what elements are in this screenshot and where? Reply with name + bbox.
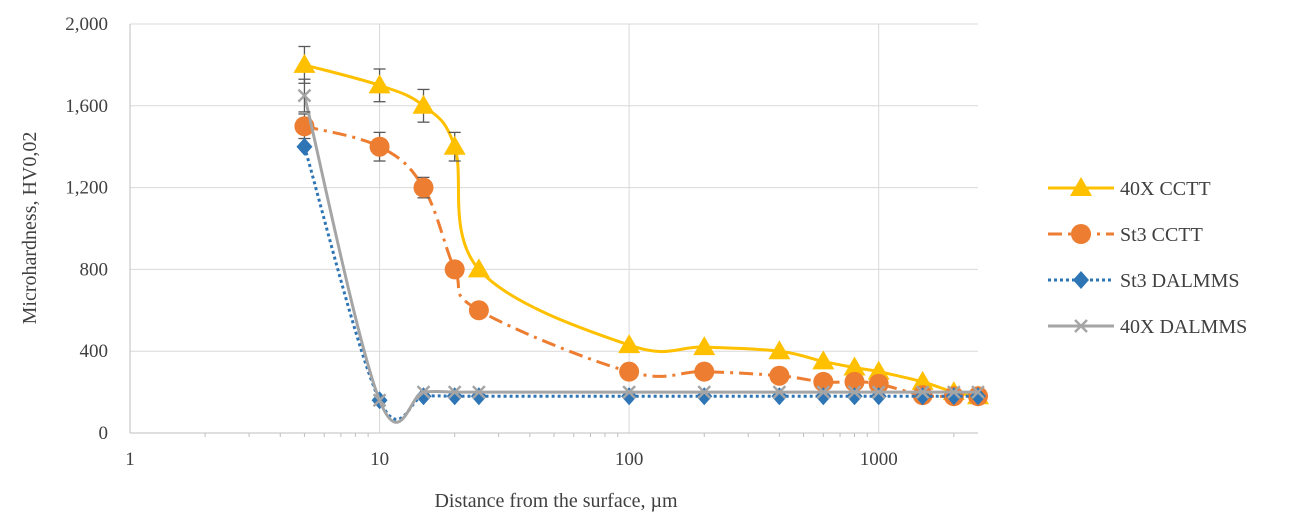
y-tick-label: 1,600 — [65, 96, 108, 117]
legend-label: St3 DALMMS — [1120, 270, 1239, 292]
y-axis-title: Microhardness, HV0,02 — [19, 132, 41, 325]
tick-labels: 0 400 800 1,200 1,600 2,000 1 10 100 1000 — [65, 14, 897, 470]
data-point — [372, 393, 387, 408]
y-tick-label: 2,000 — [65, 14, 108, 35]
data-point — [413, 177, 434, 198]
x-tick-label: 1 — [125, 449, 135, 470]
y-tick-label: 1,200 — [65, 178, 108, 199]
data-point — [694, 361, 715, 382]
x-marker-stroke — [915, 385, 930, 399]
x-marker-stroke — [816, 385, 831, 399]
legend-marker — [1070, 177, 1092, 196]
series-40x-cctt — [293, 45, 989, 405]
x-tick-label: 10 — [370, 449, 389, 470]
data-point — [843, 356, 866, 376]
data-point — [471, 385, 486, 399]
x-marker-stroke — [471, 385, 486, 399]
legend-item: St3 DALMMS — [1048, 270, 1239, 292]
data-point — [946, 385, 961, 399]
series-line — [304, 63, 979, 398]
legend-item: 40X DALMMS — [1048, 316, 1247, 338]
data-point — [772, 385, 787, 399]
x-marker-stroke — [372, 393, 387, 408]
data-point — [768, 340, 791, 360]
y-tick-label: 0 — [99, 423, 109, 444]
data-point — [618, 334, 641, 354]
x-marker-stroke — [697, 385, 712, 399]
series-40x-dalmms — [297, 78, 985, 424]
x-marker-stroke — [447, 385, 462, 399]
data-point — [296, 137, 313, 156]
legend-item: 40X CCTT — [1048, 177, 1211, 200]
x-axis-title: Distance from the surface, µm — [434, 490, 678, 512]
data-point — [911, 370, 934, 390]
legend-item: St3 CCTT — [1048, 224, 1203, 246]
data-point — [368, 74, 391, 94]
data-point — [816, 385, 831, 399]
data-point — [868, 373, 889, 394]
x-marker-stroke — [871, 385, 886, 399]
x-marker-stroke — [416, 385, 431, 399]
data-point — [971, 385, 985, 399]
x-marker-stroke — [847, 385, 862, 399]
x-marker-stroke — [297, 88, 312, 103]
data-point — [444, 259, 465, 280]
data-point — [369, 136, 390, 157]
data-point — [812, 350, 835, 370]
legend-marker — [1074, 319, 1088, 333]
data-point — [447, 385, 462, 399]
x-tick-label: 1000 — [860, 449, 898, 470]
data-point — [412, 94, 435, 114]
series-st3-cctt — [294, 113, 988, 407]
series-layer — [293, 45, 989, 424]
data-point — [697, 385, 712, 399]
legend-label: 40X CCTT — [1120, 178, 1211, 200]
data-point — [416, 385, 431, 399]
series-line — [302, 146, 978, 421]
y-tick-label: 800 — [80, 259, 109, 280]
x-marker-stroke — [1074, 319, 1088, 333]
axes — [129, 24, 978, 437]
data-point — [468, 300, 489, 321]
x-marker-stroke — [772, 385, 787, 399]
legend-label: 40X DALMMS — [1120, 316, 1247, 338]
data-point — [871, 385, 886, 399]
data-point — [769, 365, 790, 386]
data-point — [293, 53, 316, 73]
legend-label: St3 CCTT — [1120, 224, 1203, 246]
x-tick-label: 100 — [615, 449, 644, 470]
data-point — [619, 361, 640, 382]
data-point — [867, 360, 890, 380]
x-marker-stroke — [622, 385, 637, 399]
x-marker-stroke — [971, 385, 985, 399]
series-line — [304, 124, 979, 398]
legend-marker — [1073, 271, 1089, 289]
series-line — [302, 95, 978, 424]
data-point — [622, 385, 637, 399]
y-tick-label: 400 — [80, 341, 109, 362]
data-point — [443, 135, 466, 155]
data-point — [915, 385, 930, 399]
data-point — [297, 88, 312, 103]
legend: 40X CCTT St3 CCTT St3 DALMMS 40X DALMMS — [1048, 177, 1247, 338]
data-point — [847, 385, 862, 399]
x-marker-stroke — [946, 385, 961, 399]
data-point — [467, 258, 490, 278]
data-point — [693, 336, 716, 356]
legend-marker — [1071, 224, 1091, 244]
